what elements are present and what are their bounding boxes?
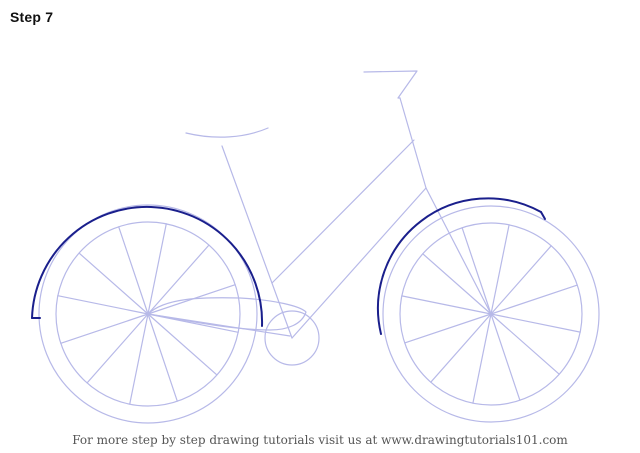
spoke	[490, 313, 521, 401]
rear-wheel-spokes	[57, 223, 239, 405]
step-heading: Step 7	[10, 9, 54, 25]
spoke	[490, 284, 578, 315]
spoke	[401, 295, 492, 315]
seat-tube	[221, 145, 293, 339]
rear-wheel-outer	[38, 204, 258, 424]
head-tube	[399, 97, 427, 189]
spoke	[490, 313, 560, 375]
chain-guard	[147, 297, 307, 331]
spoke	[147, 244, 210, 315]
spoke	[422, 253, 492, 315]
chainring	[264, 310, 320, 366]
spoke	[129, 313, 149, 405]
front-mudguard-tip	[540, 211, 546, 220]
spoke	[490, 224, 510, 315]
guide-lines	[38, 70, 600, 424]
spoke	[147, 313, 178, 402]
spoke	[147, 223, 167, 315]
rear-wheel-inner	[55, 221, 241, 407]
spoke	[118, 226, 149, 315]
saddle	[185, 127, 269, 138]
front-mudguard	[376, 197, 542, 335]
front-wheel-spokes	[401, 224, 581, 404]
mudguards	[31, 197, 546, 335]
rear-mudguard	[31, 205, 264, 327]
spoke	[472, 313, 492, 404]
spoke	[461, 227, 492, 315]
spoke	[490, 245, 552, 315]
down-tube	[291, 187, 427, 339]
spoke	[430, 313, 492, 383]
handlebar	[363, 70, 418, 99]
front-wheel-outer	[382, 205, 600, 423]
front-wheel-inner	[399, 222, 583, 406]
spoke	[60, 313, 149, 344]
spoke	[57, 295, 149, 315]
lower-chain-line	[147, 313, 291, 337]
spoke	[404, 313, 492, 344]
fork	[425, 187, 492, 315]
top-tube	[271, 139, 415, 284]
footer-credit: For more step by step drawing tutorials …	[72, 433, 568, 447]
spoke	[78, 252, 149, 315]
spoke	[86, 313, 149, 384]
spoke	[490, 313, 581, 333]
spoke	[147, 313, 218, 376]
